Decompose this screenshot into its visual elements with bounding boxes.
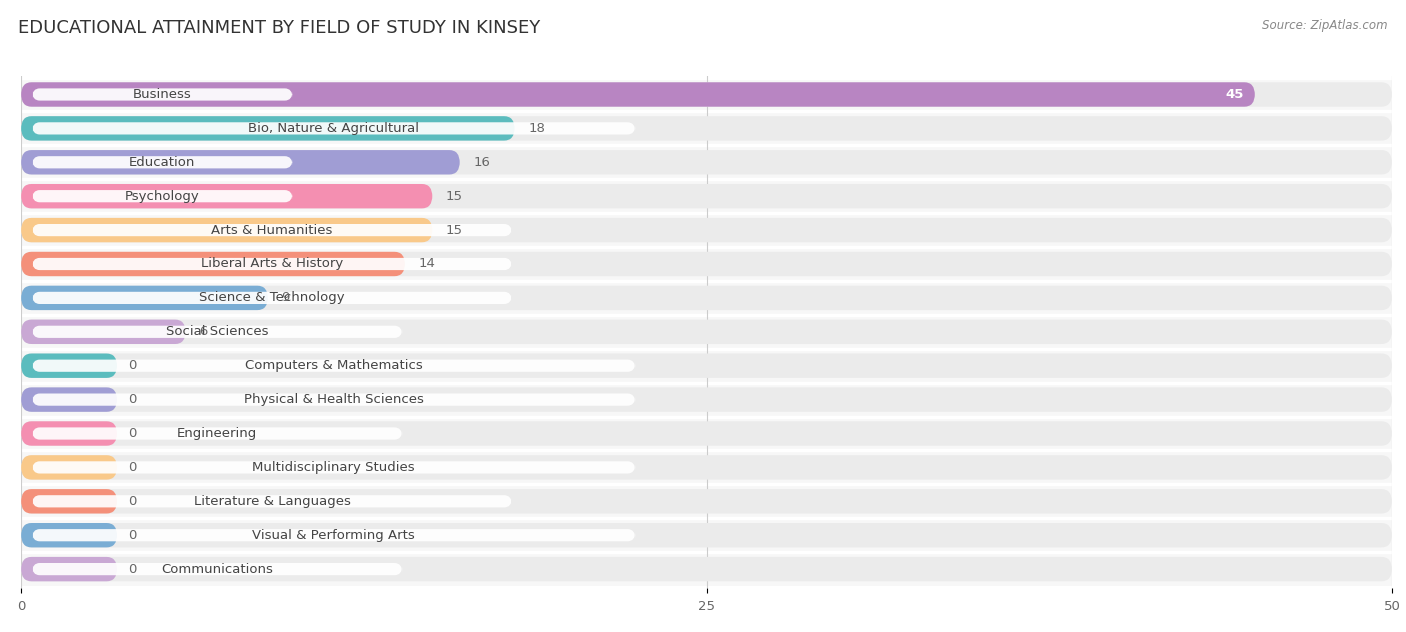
Text: Psychology: Psychology xyxy=(125,190,200,203)
Text: 0: 0 xyxy=(128,427,136,440)
FancyBboxPatch shape xyxy=(21,150,460,174)
FancyBboxPatch shape xyxy=(32,495,512,507)
FancyBboxPatch shape xyxy=(21,382,1392,416)
Text: 0: 0 xyxy=(128,495,136,507)
FancyBboxPatch shape xyxy=(21,116,515,140)
FancyBboxPatch shape xyxy=(32,529,636,542)
FancyBboxPatch shape xyxy=(21,145,1392,179)
FancyBboxPatch shape xyxy=(21,353,1392,378)
FancyBboxPatch shape xyxy=(21,184,1392,209)
FancyBboxPatch shape xyxy=(32,292,512,304)
FancyBboxPatch shape xyxy=(32,563,402,575)
FancyBboxPatch shape xyxy=(21,552,1392,586)
FancyBboxPatch shape xyxy=(32,461,636,473)
FancyBboxPatch shape xyxy=(21,218,433,242)
FancyBboxPatch shape xyxy=(32,394,636,406)
FancyBboxPatch shape xyxy=(21,247,1392,281)
Text: 0: 0 xyxy=(128,529,136,542)
Text: 18: 18 xyxy=(529,122,546,135)
FancyBboxPatch shape xyxy=(21,349,1392,382)
Text: Business: Business xyxy=(134,88,191,101)
Text: Communications: Communications xyxy=(162,562,273,576)
FancyBboxPatch shape xyxy=(21,286,1392,310)
FancyBboxPatch shape xyxy=(32,258,512,270)
Text: 0: 0 xyxy=(128,359,136,372)
FancyBboxPatch shape xyxy=(21,557,1392,581)
Text: 15: 15 xyxy=(446,190,463,203)
FancyBboxPatch shape xyxy=(21,320,186,344)
FancyBboxPatch shape xyxy=(21,286,269,310)
Text: EDUCATIONAL ATTAINMENT BY FIELD OF STUDY IN KINSEY: EDUCATIONAL ATTAINMENT BY FIELD OF STUDY… xyxy=(18,19,540,37)
FancyBboxPatch shape xyxy=(21,111,1392,145)
FancyBboxPatch shape xyxy=(21,489,1392,514)
FancyBboxPatch shape xyxy=(21,523,117,547)
FancyBboxPatch shape xyxy=(21,252,405,276)
FancyBboxPatch shape xyxy=(21,422,1392,446)
Text: Visual & Performing Arts: Visual & Performing Arts xyxy=(252,529,415,542)
Text: 9: 9 xyxy=(281,291,290,305)
Text: Engineering: Engineering xyxy=(177,427,257,440)
FancyBboxPatch shape xyxy=(21,489,117,514)
FancyBboxPatch shape xyxy=(21,455,1392,480)
FancyBboxPatch shape xyxy=(21,281,1392,315)
FancyBboxPatch shape xyxy=(21,315,1392,349)
Text: 0: 0 xyxy=(128,461,136,474)
Text: 45: 45 xyxy=(1226,88,1244,101)
FancyBboxPatch shape xyxy=(21,455,117,480)
Text: Education: Education xyxy=(129,156,195,169)
FancyBboxPatch shape xyxy=(21,116,1392,140)
FancyBboxPatch shape xyxy=(21,218,1392,242)
Text: Liberal Arts & History: Liberal Arts & History xyxy=(201,257,343,270)
FancyBboxPatch shape xyxy=(21,387,1392,412)
FancyBboxPatch shape xyxy=(32,88,292,100)
FancyBboxPatch shape xyxy=(21,353,117,378)
Text: Arts & Humanities: Arts & Humanities xyxy=(211,224,333,236)
Text: 15: 15 xyxy=(446,224,463,236)
FancyBboxPatch shape xyxy=(21,320,1392,344)
Text: Multidisciplinary Studies: Multidisciplinary Studies xyxy=(252,461,415,474)
Text: 14: 14 xyxy=(419,257,436,270)
Text: 16: 16 xyxy=(474,156,491,169)
Text: Bio, Nature & Agricultural: Bio, Nature & Agricultural xyxy=(247,122,419,135)
FancyBboxPatch shape xyxy=(32,427,402,440)
FancyBboxPatch shape xyxy=(21,523,1392,547)
FancyBboxPatch shape xyxy=(21,484,1392,518)
FancyBboxPatch shape xyxy=(32,224,512,236)
FancyBboxPatch shape xyxy=(21,179,1392,213)
FancyBboxPatch shape xyxy=(21,78,1392,111)
FancyBboxPatch shape xyxy=(21,451,1392,484)
FancyBboxPatch shape xyxy=(21,82,1392,107)
FancyBboxPatch shape xyxy=(21,82,1256,107)
FancyBboxPatch shape xyxy=(32,156,292,168)
Text: Literature & Languages: Literature & Languages xyxy=(194,495,350,507)
FancyBboxPatch shape xyxy=(21,422,117,446)
Text: Physical & Health Sciences: Physical & Health Sciences xyxy=(243,393,423,406)
FancyBboxPatch shape xyxy=(32,190,292,202)
FancyBboxPatch shape xyxy=(21,387,117,412)
FancyBboxPatch shape xyxy=(32,360,636,372)
Text: Science & Technology: Science & Technology xyxy=(200,291,344,305)
Text: 0: 0 xyxy=(128,562,136,576)
FancyBboxPatch shape xyxy=(21,518,1392,552)
Text: Computers & Mathematics: Computers & Mathematics xyxy=(245,359,423,372)
FancyBboxPatch shape xyxy=(32,325,402,338)
FancyBboxPatch shape xyxy=(21,184,433,209)
FancyBboxPatch shape xyxy=(21,150,1392,174)
FancyBboxPatch shape xyxy=(21,557,117,581)
FancyBboxPatch shape xyxy=(21,416,1392,451)
FancyBboxPatch shape xyxy=(21,252,1392,276)
FancyBboxPatch shape xyxy=(32,122,636,135)
FancyBboxPatch shape xyxy=(21,213,1392,247)
Text: Source: ZipAtlas.com: Source: ZipAtlas.com xyxy=(1263,19,1388,32)
Text: Social Sciences: Social Sciences xyxy=(166,325,269,338)
Text: 0: 0 xyxy=(128,393,136,406)
Text: 6: 6 xyxy=(200,325,208,338)
